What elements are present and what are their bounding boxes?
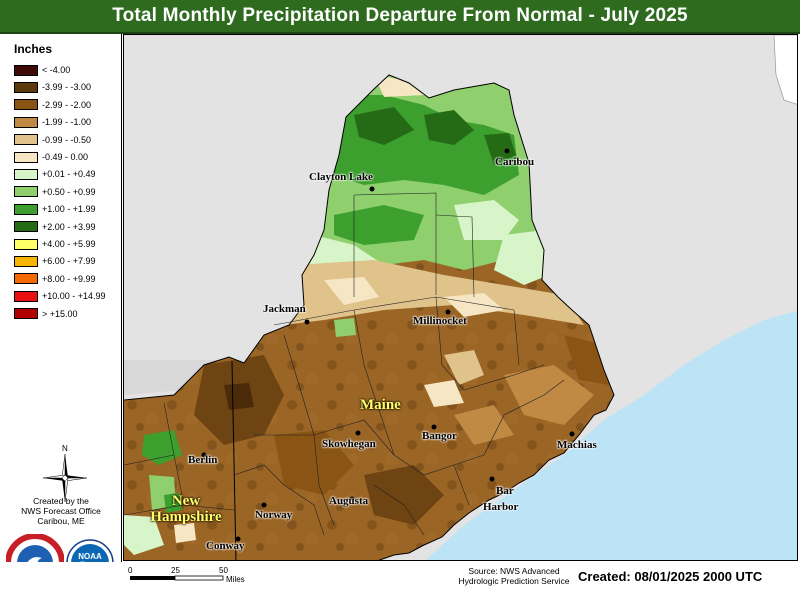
legend-swatch (14, 134, 38, 146)
city-label-augusta: Augusta (329, 495, 369, 507)
city-markers (201, 148, 575, 542)
city-dot-jackman (304, 319, 310, 325)
city-dot-clayton-lake (369, 186, 375, 192)
legend-panel: Inches < -4.00 -3.99 - -3.00 -2.99 - -2.00… (0, 34, 122, 592)
legend-label: +2.00 - +3.99 (42, 221, 96, 232)
legend-item: -2.99 - -2.00 (14, 98, 91, 112)
legend-label: -0.49 - 0.00 (42, 152, 89, 162)
city-label-norway: Norway (255, 509, 293, 521)
city-dot-conway (235, 536, 241, 542)
legend-label: > +15.00 (42, 308, 78, 319)
title-bar: Total Monthly Precipitation Departure Fr… (0, 0, 800, 34)
city-dot-bangor (431, 424, 437, 430)
city-label-jackman: Jackman (263, 303, 306, 315)
north-label: N (62, 444, 68, 453)
legend-label: -2.99 - -2.00 (42, 99, 92, 110)
state-label-new-hampshire: New Hampshire (150, 493, 222, 525)
legend-label: +4.00 - +5.99 (42, 239, 96, 249)
city-label-conway: Conway (206, 540, 245, 552)
legend-swatch (14, 116, 38, 128)
legend-item: +0.01 - +0.49 (14, 167, 96, 181)
legend-title: Inches (14, 42, 53, 56)
legend-label: -3.99 - -3.00 (42, 82, 92, 93)
legend-swatch (14, 186, 38, 198)
city-label-millinocket: Millinocket (413, 315, 467, 327)
city-dot-berlin (201, 452, 207, 458)
scale-unit: Miles (226, 575, 245, 584)
legend-label: +0.50 - +0.99 (42, 186, 96, 197)
city-dot-bar-harbor (489, 476, 495, 482)
city-label-skowhegan: Skowhegan (322, 438, 376, 450)
legend-label: +10.00 - +14.99 (42, 291, 106, 302)
legend-item: +4.00 - +5.99 (14, 237, 96, 251)
credit-text: Created by the NWS Forecast Office Carib… (21, 496, 101, 526)
city-label-caribou: Caribou (495, 156, 535, 168)
legend-label: +8.00 - +9.99 (42, 273, 96, 284)
map-canvas (124, 35, 797, 560)
scale-tick-25: 25 (171, 566, 180, 575)
legend-item: +2.00 - +3.99 (14, 220, 96, 234)
legend-swatch (14, 290, 38, 302)
map-title: Total Monthly Precipitation Departure Fr… (112, 5, 688, 26)
city-label-harbor: Harbor (483, 501, 519, 513)
legend-swatch (14, 99, 38, 111)
city-label-clayton-lake: Clayton Lake (309, 171, 373, 183)
legend-swatch (14, 221, 38, 233)
legend-label: +0.01 - +0.49 (42, 169, 96, 180)
legend-swatch (14, 308, 38, 320)
legend-item: +1.00 - +1.99 (14, 202, 96, 216)
legend-swatch (14, 203, 38, 215)
legend-label: -1.99 - -1.00 (42, 117, 92, 128)
legend-item: +8.00 - +9.99 (14, 272, 96, 286)
north-arrow-icon: N (42, 444, 88, 502)
legend-label: < -4.00 (42, 65, 71, 75)
city-label-machias: Machias (557, 439, 597, 451)
city-dot-millinocket (445, 309, 451, 315)
city-dot-skowhegan (355, 430, 361, 436)
city-dot-caribou (504, 148, 510, 154)
precipitation-map: Caribou Clayton Lake Jackman Millinocket… (123, 34, 798, 561)
legend-item: +6.00 - +7.99 (14, 254, 96, 268)
city-dot-norway (261, 502, 267, 508)
legend-item: -3.99 - -3.00 (14, 80, 91, 94)
legend-item: -0.99 - -0.50 (14, 133, 91, 147)
legend-swatch (14, 81, 38, 93)
legend-swatch (14, 238, 38, 250)
legend-swatch (14, 273, 38, 285)
noaa-text: NOAA (78, 552, 102, 561)
legend-swatch (14, 151, 38, 163)
legend-swatch (14, 168, 38, 180)
city-dot-augusta (349, 496, 355, 502)
city-label-bar: Bar (496, 485, 514, 497)
source-text: Source: NWS Advanced Hydrologic Predicti… (458, 566, 570, 586)
legend-label: +1.00 - +1.99 (42, 204, 96, 215)
scale-tick-50: 50 (219, 566, 228, 575)
legend-swatch (14, 255, 38, 267)
created-timestamp: Created: 08/01/2025 2000 UTC (578, 569, 763, 584)
scale-bar: 0 25 50 Miles (128, 566, 245, 584)
legend-item: -0.49 - 0.00 (14, 150, 88, 164)
legend-label: -0.99 - -0.50 (42, 134, 92, 145)
legend-item: +10.00 - +14.99 (14, 289, 106, 303)
legend-item: +0.50 - +0.99 (14, 185, 96, 199)
state-label-maine: Maine (360, 397, 401, 413)
city-label-berlin: Berlin (188, 454, 218, 466)
legend-swatch (14, 64, 38, 76)
legend-label: +6.00 - +7.99 (42, 256, 96, 267)
legend-item: < -4.00 (14, 63, 70, 77)
legend-item: > +15.00 (14, 307, 78, 321)
city-label-bangor: Bangor (422, 430, 457, 442)
city-dot-machias (569, 431, 575, 437)
scale-tick-0: 0 (128, 566, 133, 575)
legend-item: -1.99 - -1.00 (14, 115, 91, 129)
